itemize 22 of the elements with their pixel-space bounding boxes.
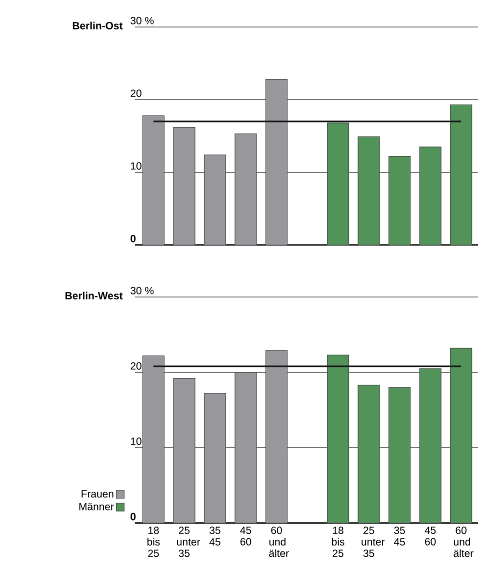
y-tick-label: 20 [130, 90, 142, 97]
y-tick-label: 30 % [130, 16, 154, 24]
x-tick-label: 60 und älter [454, 526, 474, 558]
x-tick-label: 60 und älter [269, 526, 289, 558]
y-tick-label: 0 [130, 234, 136, 242]
x-tick-label: 18 bis 25 [332, 526, 344, 558]
chart-title: Berlin-West [66, 292, 123, 300]
y-tick-label: 10 [130, 438, 142, 445]
y-tick-label: 10 [130, 162, 142, 170]
y-tick-label: 0 [130, 512, 136, 520]
legend-label: Männer [79, 503, 114, 510]
x-tick-label: 45 60 [424, 526, 436, 546]
y-tick-label: 20 [130, 362, 142, 370]
x-tick-label: 25 unter 35 [177, 526, 200, 558]
x-tick-label: 35 45 [394, 526, 405, 546]
y-tick-label: 30 % [130, 286, 154, 294]
x-tick-label: 35 45 [209, 526, 220, 546]
x-tick-label: 45 60 [240, 526, 252, 546]
chart-title: Berlin-Ost [72, 22, 123, 30]
x-tick-label: 25 unter 35 [362, 526, 385, 558]
x-tick-label: 18 bis 25 [147, 526, 160, 558]
legend-label: Frauen [82, 490, 114, 498]
